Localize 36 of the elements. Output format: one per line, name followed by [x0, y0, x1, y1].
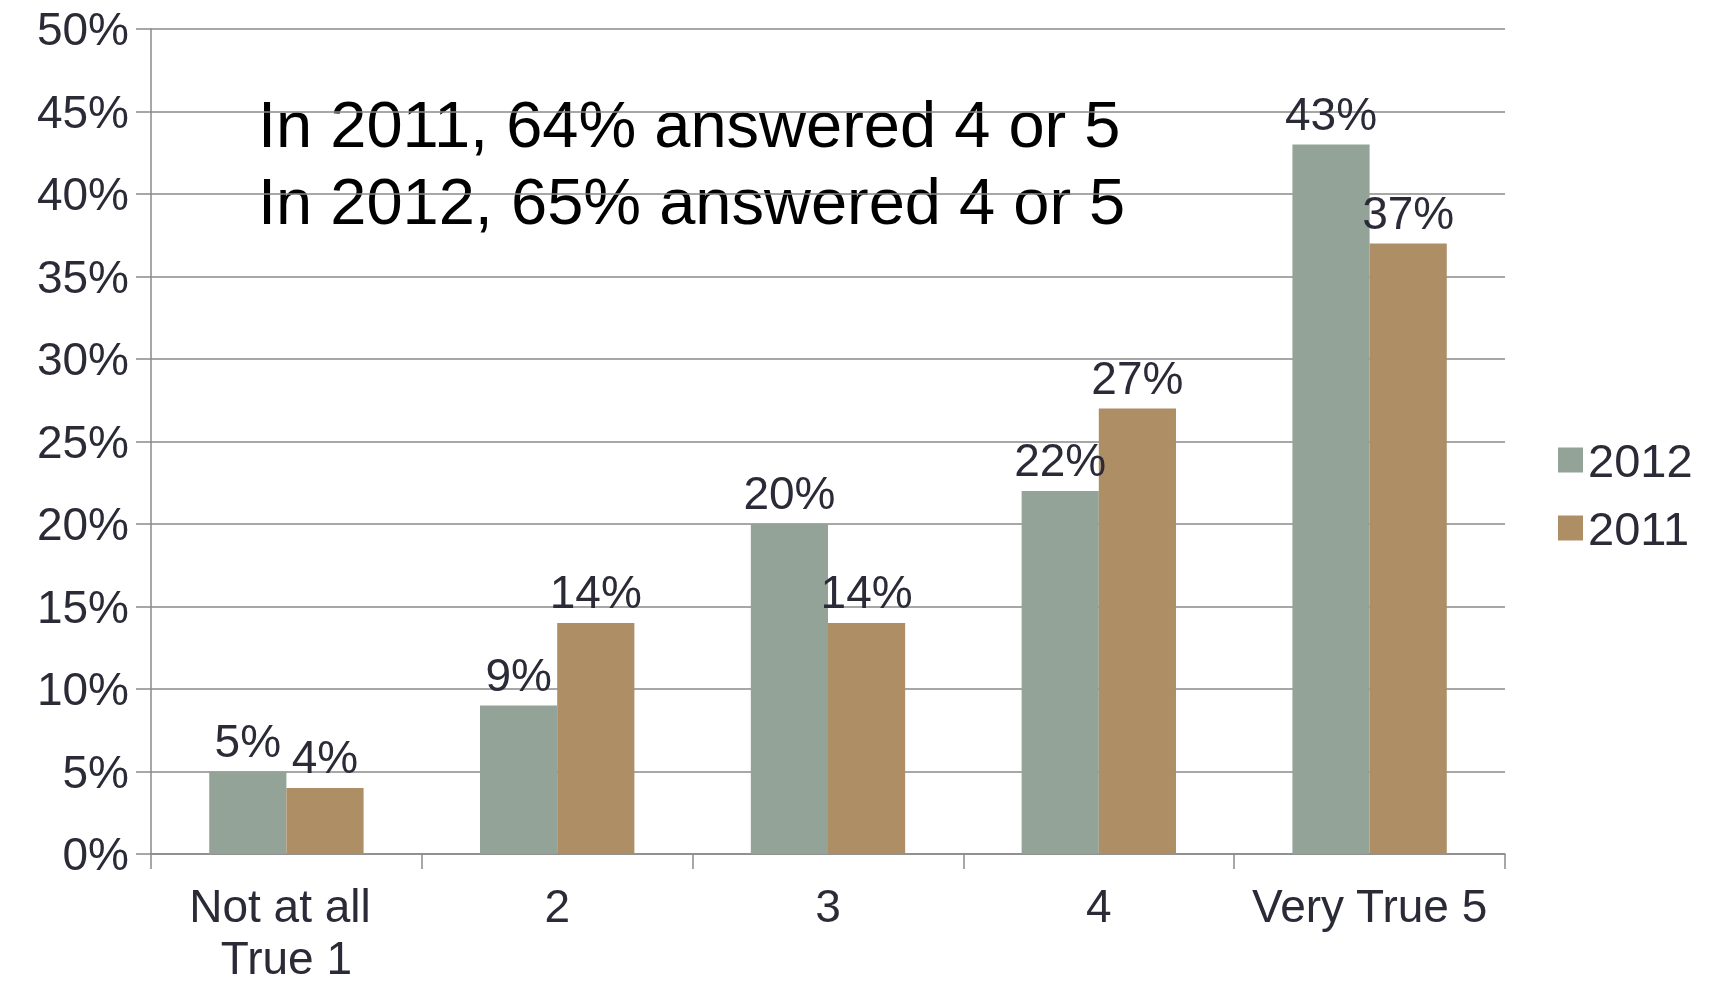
annotation: In 2012, 65% answered 4 or 5: [258, 165, 1126, 238]
data-label: 43%: [1284, 87, 1378, 140]
y-tick-label: 40%: [36, 168, 129, 220]
x-tick-label: Very True 5: [1251, 880, 1488, 932]
y-tick-label: 5%: [62, 745, 129, 798]
y-tick-label: 50%: [36, 3, 129, 55]
data-label: 14%: [820, 566, 913, 618]
x-tick-label: 3: [815, 880, 841, 932]
bar: [557, 623, 635, 854]
bar: [209, 771, 287, 854]
x-tick-label: Not at all True 1: [189, 880, 384, 984]
bar: [828, 623, 906, 854]
x-tick-label: 4: [1086, 880, 1112, 932]
data-label: 20%: [743, 467, 836, 519]
bar: [286, 788, 364, 854]
y-tick-label: 30%: [36, 333, 129, 385]
legend-label: 2012: [1588, 433, 1693, 487]
y-tick-label: 0%: [62, 828, 129, 880]
bar: [480, 705, 558, 854]
data-label: 14%: [549, 566, 642, 618]
y-tick-label: 10%: [36, 663, 129, 715]
bar: [1021, 491, 1099, 854]
x-tick-label: 2: [544, 880, 570, 932]
annotation: In 2011, 64% answered 4 or 5: [258, 88, 1121, 161]
y-tick-label: 45%: [36, 85, 129, 138]
y-tick-label: 15%: [36, 580, 129, 633]
data-label: 9%: [485, 648, 552, 701]
legend-label: 2011: [1588, 501, 1690, 555]
y-tick-label: 25%: [36, 415, 129, 468]
y-tick-label: 35%: [36, 250, 129, 303]
bar: [1369, 243, 1447, 854]
data-label: 37%: [1362, 186, 1455, 239]
data-label: 4%: [291, 731, 359, 783]
data-label: 5%: [214, 714, 282, 767]
y-tick-label: 20%: [36, 498, 129, 550]
data-label: 27%: [1091, 351, 1184, 404]
